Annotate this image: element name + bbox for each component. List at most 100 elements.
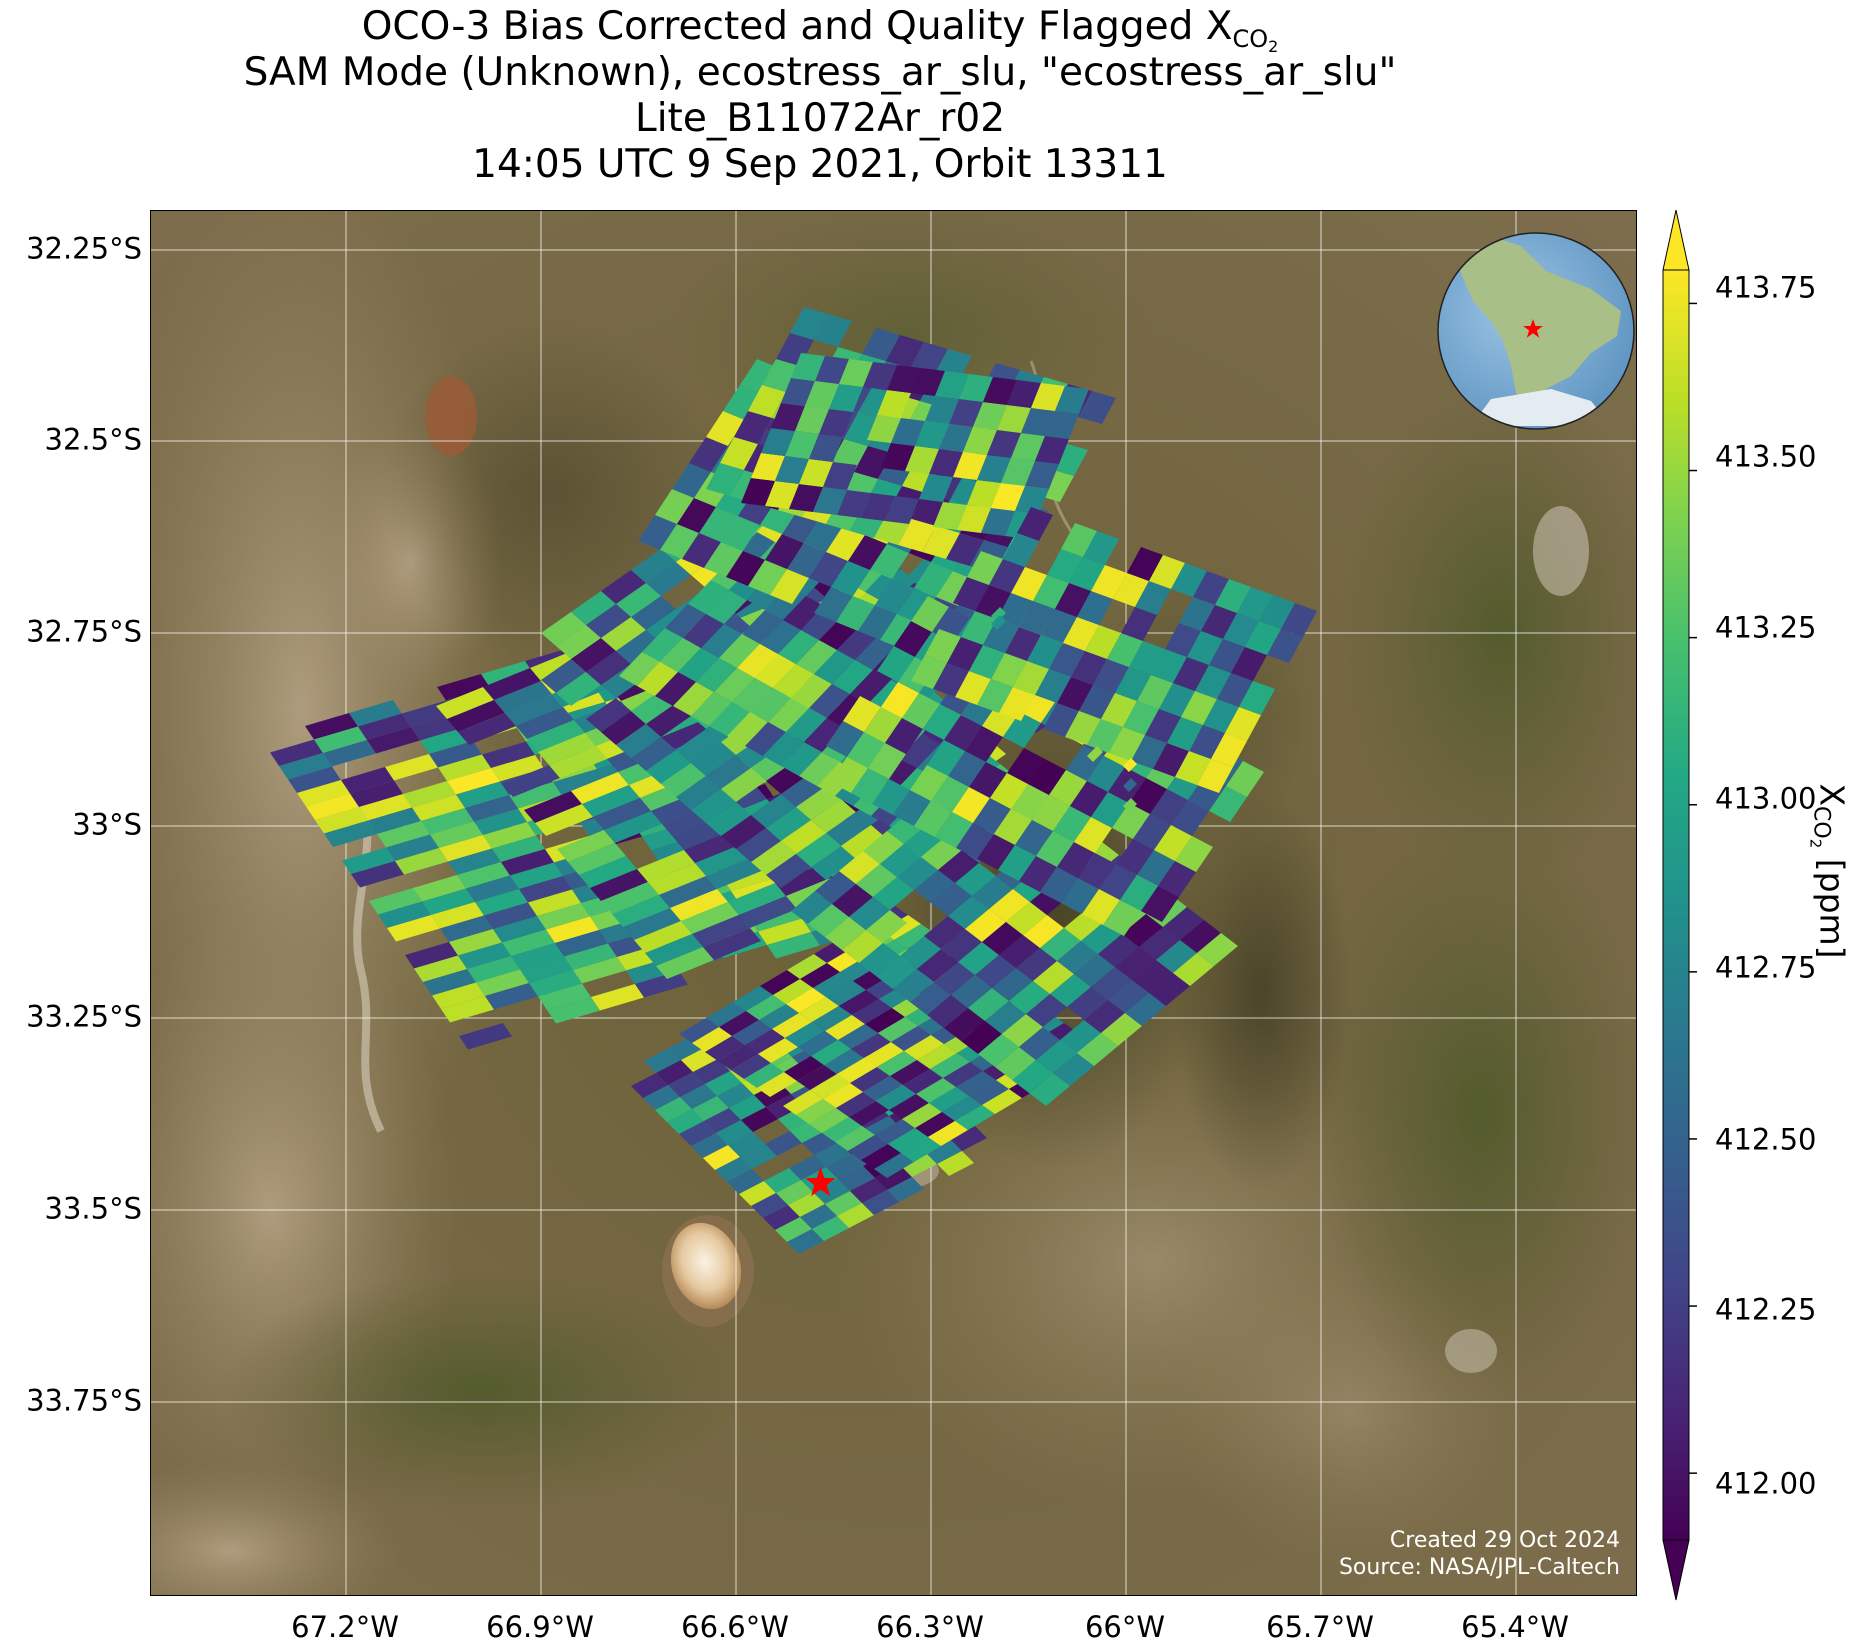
xco2-sounding <box>436 687 494 719</box>
map-panel[interactable]: Created 29 Oct 2024 Source: NASA/JPL-Cal… <box>150 210 1637 1596</box>
xco2-sounding <box>755 654 796 688</box>
xco2-sounding <box>485 983 538 1010</box>
xco2-sounding <box>661 763 706 797</box>
xco2-sounding <box>586 651 631 685</box>
xco2-sounding <box>385 754 438 781</box>
xco2-sounding <box>991 615 1006 630</box>
xco2-sounding <box>826 981 866 1006</box>
xco2-sounding <box>715 1157 752 1182</box>
xco2-sounding <box>775 1217 812 1242</box>
xco2-sounding <box>1101 693 1137 727</box>
xco2-sounding <box>911 596 949 632</box>
colorbar-tick-label: 412.75 <box>1715 950 1817 985</box>
xco2-sounding <box>721 768 766 802</box>
xco2-sounding <box>703 1145 740 1170</box>
xco2-sounding <box>831 561 870 596</box>
xco2-sounding <box>1226 761 1264 797</box>
xco2-sounding <box>967 480 1001 508</box>
xco2-sounding <box>865 568 906 602</box>
lon-tick-label: 66.3°W <box>876 1610 984 1644</box>
xco2-sounding <box>693 1059 730 1084</box>
xco2-sounding <box>814 314 852 347</box>
lat-tick-label: 32.25°S <box>26 231 142 266</box>
xco2-sounding <box>1225 707 1261 741</box>
xco2-sounding <box>466 875 519 902</box>
xco2-sounding <box>689 437 728 472</box>
xco2-sounding <box>1012 1060 1053 1093</box>
xco2-sounding <box>423 969 476 996</box>
xco2-sounding <box>430 821 483 848</box>
xco2-sounding <box>378 901 431 928</box>
xco2-sounding <box>667 1109 704 1134</box>
xco2-sounding <box>481 661 534 688</box>
xco2-sounding <box>688 580 729 614</box>
xco2-sounding <box>642 628 683 662</box>
xco2-sounding <box>898 519 936 552</box>
xco2-sounding <box>930 1053 970 1078</box>
xco2-sounding <box>1065 711 1101 745</box>
xco2-sounding <box>1049 770 1087 806</box>
xco2-sounding <box>547 997 600 1024</box>
xco2-sounding <box>1079 685 1115 719</box>
xco2-sounding <box>1040 928 1081 961</box>
lon-tick-label: 66.9°W <box>486 1610 594 1644</box>
xco2-sounding <box>1028 759 1066 795</box>
xco2-sounding <box>367 727 420 754</box>
xco2-sounding <box>910 982 951 1015</box>
xco2-sounding <box>914 801 952 837</box>
xco2-sounding <box>306 793 359 820</box>
xco2-sounding <box>916 1078 956 1103</box>
xco2-sounding <box>568 843 626 875</box>
xco2-sounding <box>1108 980 1149 1013</box>
xco2-sounding <box>768 698 809 732</box>
xco2-sounding <box>475 889 528 916</box>
xco2-sounding <box>660 524 699 559</box>
title-line-4: 14:05 UTC 9 Sep 2021, Orbit 13311 <box>472 142 1168 187</box>
xco2-sounding <box>342 847 395 874</box>
xco2-sounding <box>856 864 897 897</box>
lat-tick-label: 32.5°S <box>44 422 142 457</box>
xco2-sounding <box>758 918 811 945</box>
xco2-sounding <box>842 930 883 963</box>
xco2-sounding <box>631 549 676 583</box>
xco2-sounding <box>948 896 989 929</box>
xco2-sounding <box>643 1085 680 1110</box>
xco2-sounding <box>1173 657 1209 691</box>
xco2-sounding <box>465 795 518 822</box>
xco2-sounding <box>990 773 1028 809</box>
xco2-sounding <box>1032 795 1070 831</box>
xco2-sounding <box>1159 683 1195 717</box>
xco2-sounding <box>672 463 711 498</box>
xco2-sounding <box>1007 748 1045 784</box>
xco2-sounding <box>844 413 882 446</box>
xco2-sounding <box>799 459 833 487</box>
xco2-sounding <box>699 507 738 542</box>
xco2-sounding <box>727 712 768 746</box>
xco2-sounding <box>1181 691 1217 725</box>
xco2-sounding <box>1045 411 1079 439</box>
xco2-sounding <box>900 936 941 969</box>
xco2-sounding <box>972 876 1013 909</box>
xco2-sounding <box>1001 458 1035 486</box>
xco2-sounding <box>809 1108 849 1133</box>
xco2-sounding <box>692 1027 732 1052</box>
xco2-sounding <box>787 954 827 979</box>
xco2-sounding <box>1167 717 1203 751</box>
xco2-sounding <box>1267 629 1303 663</box>
xco2-sounding <box>644 1048 681 1073</box>
xco2-sounding <box>837 490 871 518</box>
xco2-sounding <box>648 863 706 895</box>
xco2-sounding <box>881 682 919 718</box>
xco2-sounding <box>877 390 911 418</box>
xco2-sounding <box>823 462 857 490</box>
xco2-sounding <box>789 484 823 512</box>
xco2-sounding <box>732 678 773 712</box>
xco2-sounding <box>1069 557 1105 591</box>
xco2-sounding <box>923 704 961 740</box>
xco2-sounding <box>1006 902 1047 935</box>
xco2-sounding <box>646 562 691 596</box>
xco2-sounding <box>977 834 1015 870</box>
lon-tick-label: 65.4°W <box>1461 1610 1569 1644</box>
xco2-sounding <box>549 746 607 778</box>
xco2-sounding <box>776 333 814 366</box>
